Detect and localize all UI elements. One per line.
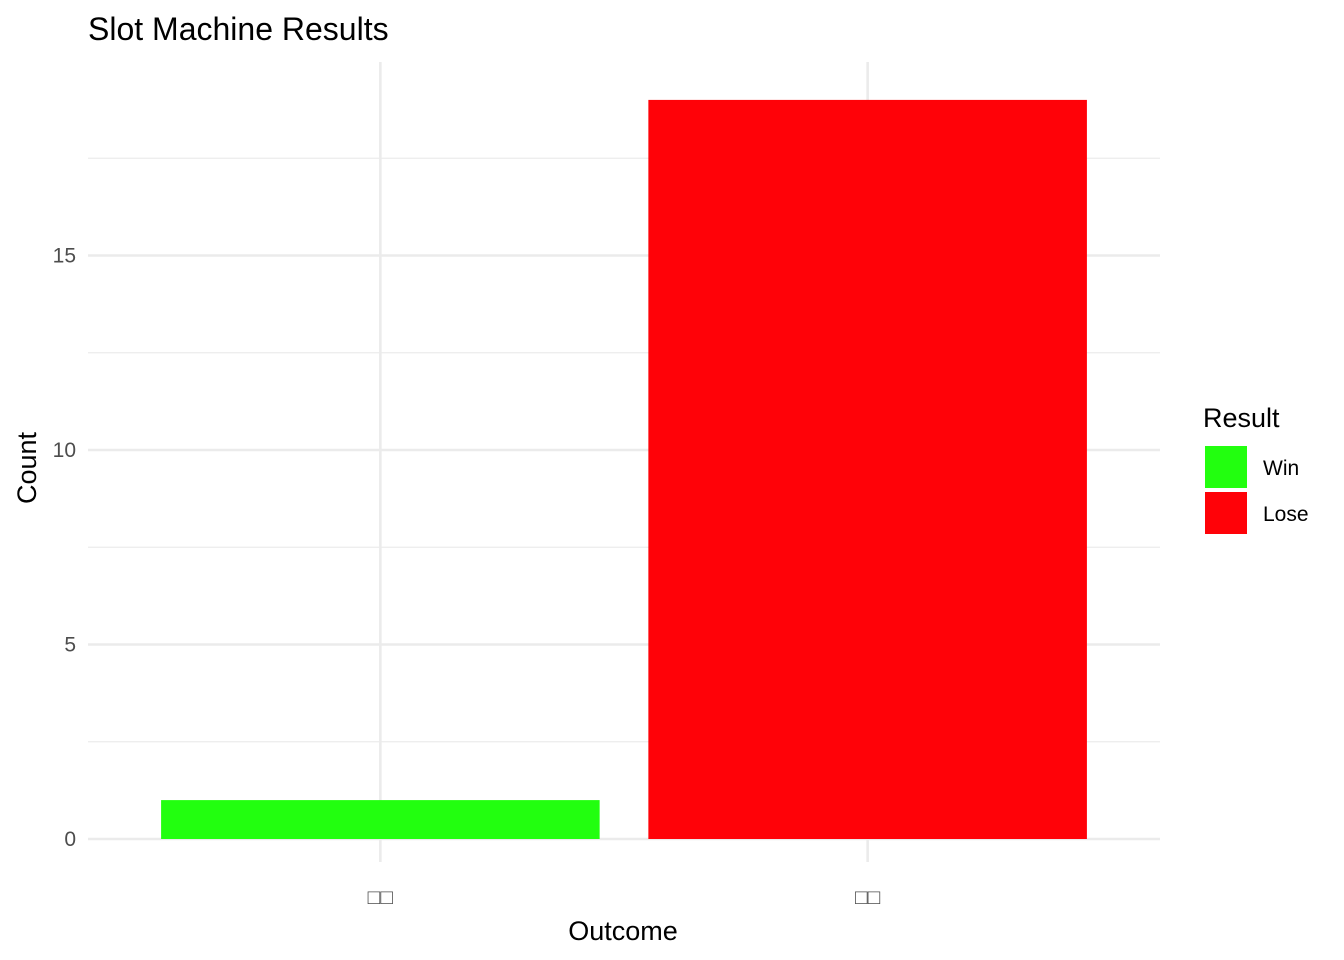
y-axis-title: Count — [12, 431, 42, 504]
x-axis-ticks: □□ □□ — [368, 886, 881, 909]
y-tick-label: 5 — [64, 634, 76, 657]
legend-label: Win — [1263, 457, 1299, 480]
legend-title: Result — [1203, 403, 1280, 433]
legend-swatch — [1205, 492, 1247, 534]
bar — [648, 99, 1087, 839]
y-tick-label: 15 — [53, 245, 76, 268]
x-tick-label: □□ — [855, 886, 881, 909]
x-tick-label: □□ — [368, 886, 394, 909]
bars — [161, 99, 1087, 839]
legend-entries: Win Lose — [1205, 446, 1309, 534]
bar — [161, 800, 600, 839]
y-tick-label: 10 — [53, 439, 76, 462]
legend: Result Win Lose — [1203, 403, 1309, 534]
legend-swatch — [1205, 446, 1247, 488]
legend-label: Lose — [1263, 503, 1309, 526]
chart-title: Slot Machine Results — [88, 11, 389, 47]
y-axis-ticks: 0 5 10 15 — [53, 245, 76, 852]
x-axis-title: Outcome — [568, 916, 678, 946]
y-tick-label: 0 — [64, 828, 76, 851]
